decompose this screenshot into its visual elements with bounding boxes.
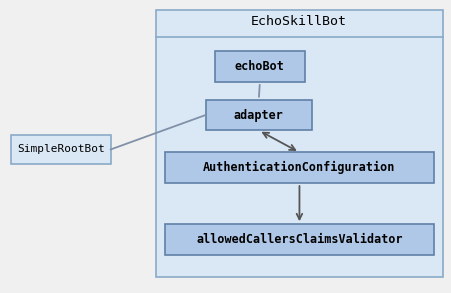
FancyBboxPatch shape xyxy=(214,51,304,82)
FancyBboxPatch shape xyxy=(165,224,433,255)
Text: allowedCallersClaimsValidator: allowedCallersClaimsValidator xyxy=(196,233,402,246)
FancyBboxPatch shape xyxy=(165,152,433,183)
Text: EchoSkillBot: EchoSkillBot xyxy=(250,16,345,28)
Text: AuthenticationConfiguration: AuthenticationConfiguration xyxy=(203,161,395,174)
FancyBboxPatch shape xyxy=(11,135,110,164)
Text: adapter: adapter xyxy=(233,108,283,122)
FancyBboxPatch shape xyxy=(156,10,442,277)
Text: SimpleRootBot: SimpleRootBot xyxy=(17,144,105,154)
Text: echoBot: echoBot xyxy=(235,60,284,73)
FancyBboxPatch shape xyxy=(205,100,311,130)
